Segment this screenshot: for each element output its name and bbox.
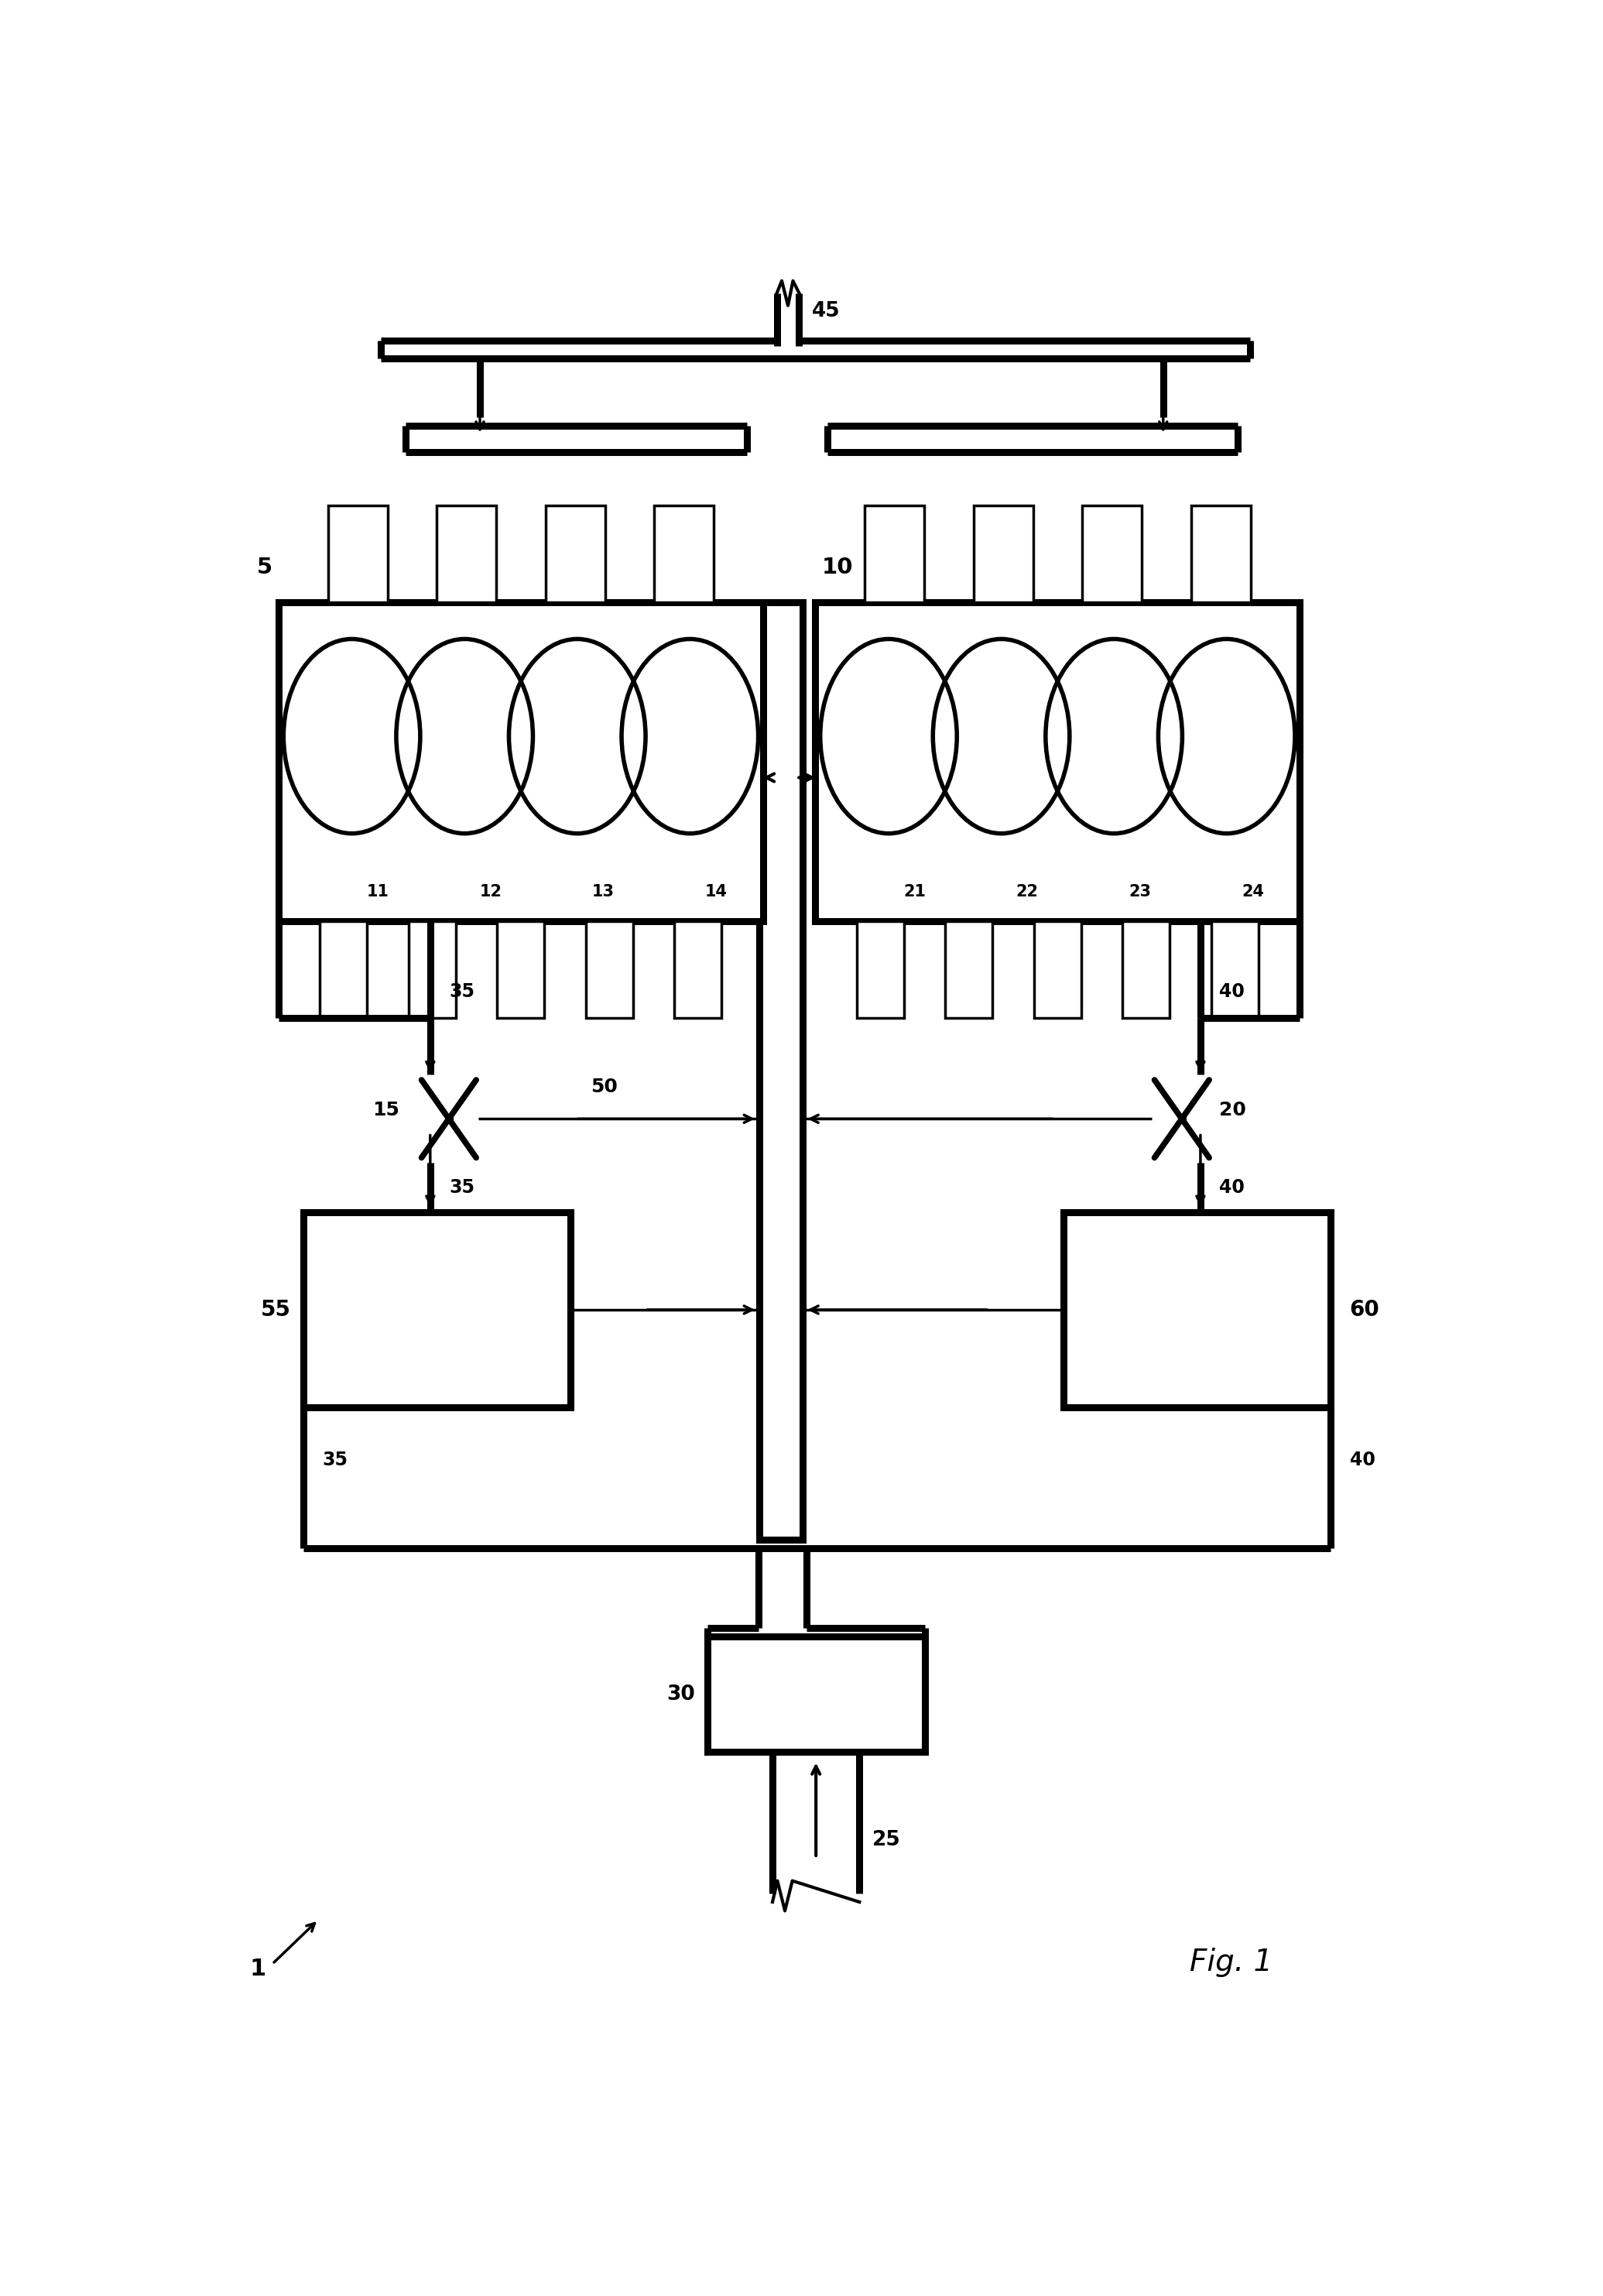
Text: 45: 45: [811, 301, 840, 321]
Bar: [497, 921, 545, 1017]
Bar: [1212, 921, 1258, 1017]
Text: 15: 15: [372, 1100, 399, 1118]
Text: 50: 50: [590, 1077, 617, 1095]
Text: 35: 35: [449, 983, 474, 1001]
Bar: [329, 505, 388, 602]
Text: 55: 55: [261, 1300, 292, 1320]
Bar: [946, 921, 992, 1017]
Bar: [545, 505, 604, 602]
Text: 20: 20: [1220, 1100, 1246, 1118]
Bar: [1082, 505, 1141, 602]
Bar: [1191, 505, 1250, 602]
Bar: [760, 602, 803, 1541]
Text: 35: 35: [449, 1178, 474, 1196]
Text: 11: 11: [367, 884, 390, 900]
Bar: [707, 1637, 925, 1752]
Text: 13: 13: [592, 884, 614, 900]
Bar: [864, 505, 925, 602]
Bar: [1122, 921, 1170, 1017]
Bar: [654, 505, 713, 602]
Text: 40: 40: [1350, 1451, 1375, 1469]
Bar: [436, 505, 497, 602]
Bar: [675, 921, 721, 1017]
Text: 40: 40: [1220, 1178, 1244, 1196]
Text: 5: 5: [256, 556, 273, 579]
Text: 24: 24: [1241, 884, 1263, 900]
Bar: [1034, 921, 1080, 1017]
Bar: [409, 921, 455, 1017]
Bar: [1064, 1212, 1330, 1407]
Bar: [856, 921, 904, 1017]
Text: 23: 23: [1129, 884, 1151, 900]
Text: 60: 60: [1350, 1300, 1380, 1320]
Text: 30: 30: [667, 1685, 694, 1704]
Text: 40: 40: [1220, 983, 1244, 1001]
Bar: [816, 602, 1300, 921]
Text: 12: 12: [479, 884, 502, 900]
Bar: [279, 602, 763, 921]
Text: 21: 21: [904, 884, 927, 900]
Text: 35: 35: [322, 1451, 348, 1469]
Text: Fig. 1: Fig. 1: [1189, 1947, 1273, 1977]
Text: 25: 25: [872, 1830, 901, 1851]
Bar: [973, 505, 1032, 602]
Text: 10: 10: [821, 556, 853, 579]
Bar: [587, 921, 633, 1017]
Bar: [321, 921, 367, 1017]
Text: 1: 1: [250, 1958, 266, 1981]
Bar: [303, 1212, 571, 1407]
Text: 14: 14: [705, 884, 728, 900]
Text: 22: 22: [1016, 884, 1039, 900]
